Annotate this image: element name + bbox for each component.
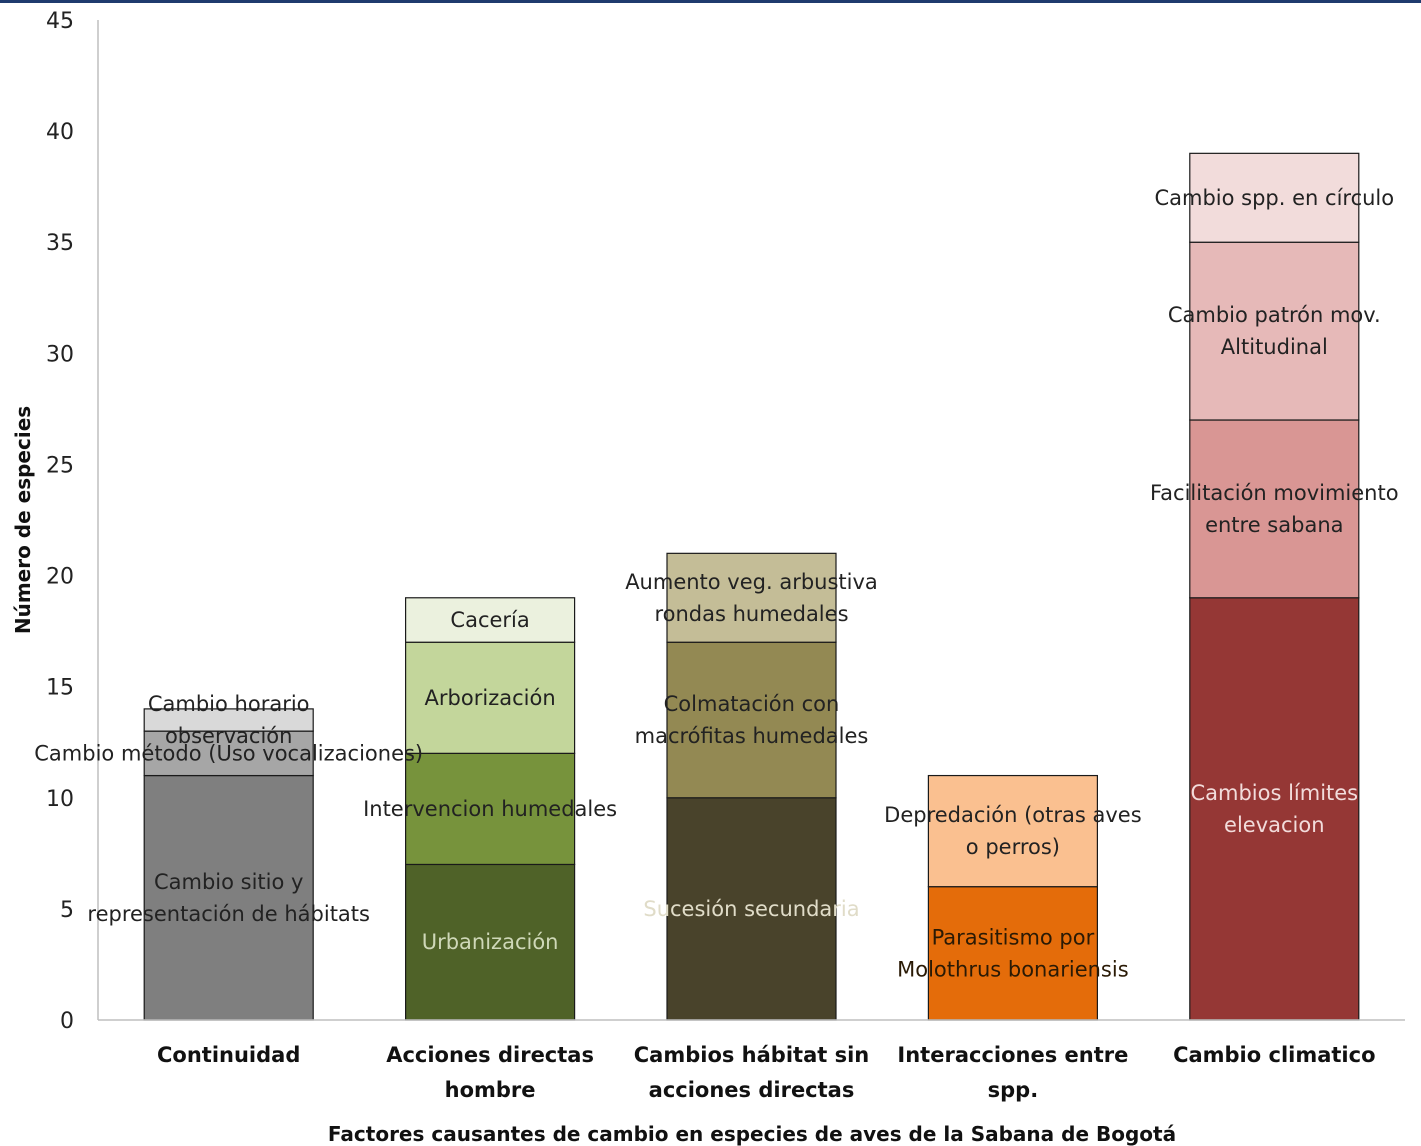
segment-label: Arborización xyxy=(425,686,556,710)
y-tick-label: 30 xyxy=(46,342,74,367)
y-axis-ticks: 0 5 10 15 20 25 30 35 40 45 xyxy=(46,9,74,1034)
bar-segment xyxy=(927,774,1099,888)
bar-segment xyxy=(666,797,837,1021)
x-category-label: Cambios hábitat sin acciones directas xyxy=(634,1043,870,1102)
segment-label: Urbanización xyxy=(422,930,559,954)
segment-label: Cambio sitio y representación de hábitats xyxy=(87,870,370,926)
bar-segment xyxy=(405,597,576,643)
y-tick-label: 35 xyxy=(46,231,74,256)
segment-labels: Cambio sitio y representación de hábitats… xyxy=(34,186,1398,982)
bar-segment xyxy=(143,730,314,777)
segment-label: Cambios límites elevacion xyxy=(1190,781,1358,837)
y-tick-label: 15 xyxy=(46,676,74,701)
segment-label: Colmatación con macrófitas humedales xyxy=(635,692,869,748)
x-category-label: Cambio climatico xyxy=(1173,1043,1375,1067)
axes xyxy=(97,20,1405,1021)
segment-label: Cambio spp. en círculo xyxy=(1154,186,1394,210)
x-axis-categories: Continuidad Acciones directas hombre Cambio… xyxy=(157,1043,1376,1102)
segment-label: Depredación (otras aves o perros) xyxy=(884,803,1141,859)
top-rule xyxy=(0,0,1421,3)
segment-label: Cambio horario observación xyxy=(148,692,310,748)
bar-segment xyxy=(143,774,314,1021)
y-tick-label: 45 xyxy=(46,9,74,34)
segment-label: Parasitismo por Molothrus bonariensis xyxy=(897,925,1129,981)
segment-label: Cacería xyxy=(450,608,529,632)
segment-label: Aumento veg. arbustiva rondas humedales xyxy=(625,570,878,626)
bar-segment xyxy=(1189,419,1360,599)
y-axis-title: Número de especies xyxy=(11,406,35,634)
x-axis-title: Factores causantes de cambio en especies… xyxy=(328,1122,1176,1146)
y-tick-label: 10 xyxy=(46,787,74,812)
bar-segment xyxy=(1189,152,1360,243)
bar-segment xyxy=(1189,597,1360,1021)
bar-segment xyxy=(666,552,837,643)
bar-segment xyxy=(927,886,1099,1021)
x-category-label: Interacciones entre spp. xyxy=(897,1043,1128,1102)
segment-label: Intervencion humedales xyxy=(363,797,617,821)
segment-label: Facilitación movimiento entre sabana xyxy=(1150,481,1399,537)
x-category-label: Acciones directas hombre xyxy=(386,1043,594,1102)
bar-segment xyxy=(405,752,576,866)
segment-label: Cambio método (Uso vocalizaciones) xyxy=(34,741,423,765)
y-tick-label: 0 xyxy=(60,1009,74,1034)
bar-segment xyxy=(405,863,576,1021)
segment-label: Cambio patrón mov. Altitudinal xyxy=(1168,303,1381,359)
segment-label: Sucesión secundaria xyxy=(643,897,859,921)
y-tick-label: 40 xyxy=(46,120,74,145)
y-tick-label: 25 xyxy=(46,453,74,478)
y-tick-label: 5 xyxy=(60,898,74,923)
bar-segment xyxy=(1189,241,1360,421)
y-tick-label: 20 xyxy=(46,565,74,590)
x-category-label: Continuidad xyxy=(157,1043,300,1067)
bars xyxy=(143,152,1360,1021)
bar-segment xyxy=(143,708,314,732)
bar-segment xyxy=(666,641,837,799)
